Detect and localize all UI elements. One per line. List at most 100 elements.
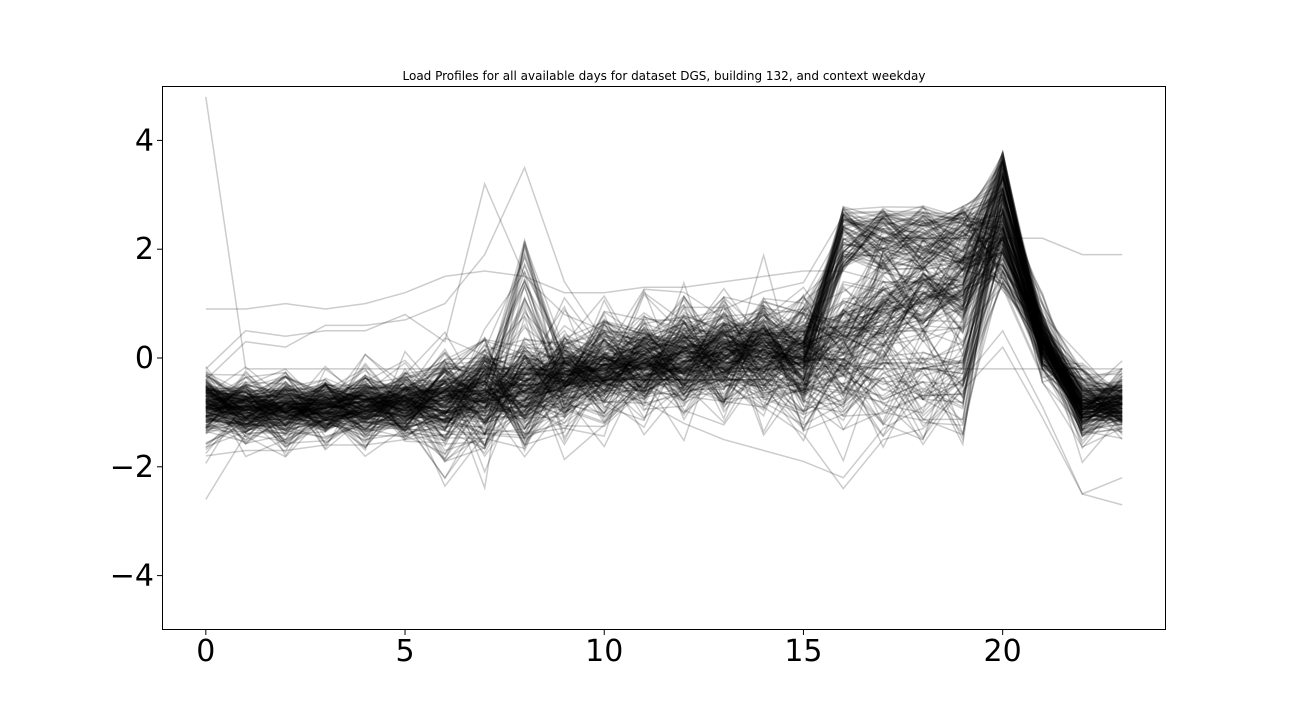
series-line [205,223,1123,438]
series-line [205,202,1123,463]
series-line [205,241,1123,423]
series-line [205,186,1123,439]
series-line [205,281,1123,431]
series-line [205,253,1123,427]
series-line [205,241,1123,462]
series-line [205,206,1123,414]
series-line [205,235,1123,433]
series-line [205,177,1123,441]
series-line [205,174,1123,442]
series-line [205,251,1123,450]
series-line [205,268,1123,430]
series-line [205,225,1123,439]
series-line [205,210,1123,491]
series-line [205,213,1123,463]
y-tick-label: −4 [110,559,154,594]
series-line [205,193,1123,438]
series-line [205,205,1123,447]
series-line [205,202,1123,411]
series-line [205,167,1123,443]
series-line [205,171,1123,418]
plot-area-frame [162,86,1166,630]
series-line [205,180,1123,421]
y-tick-label: 2 [135,232,154,267]
series-line [205,220,1123,434]
series-line [205,268,1123,448]
series-line [205,225,1123,426]
series-line [205,232,1123,426]
series-line [205,198,1123,422]
series-line [205,207,1123,448]
series-line [205,158,1123,416]
series-line [205,176,1123,442]
series-line [205,157,1123,421]
series-line [205,208,1123,432]
series-line [205,149,1123,426]
series-line [205,222,1123,461]
series-line [205,193,1123,435]
series-line [205,213,1123,446]
series-line [205,247,1123,423]
series-line [205,225,1123,458]
series-line [205,237,1123,414]
series-line [205,224,1123,434]
series-line [205,223,1123,424]
series-line [205,243,1123,427]
x-tick-label: 10 [585,634,623,669]
series-line [205,174,1123,420]
series-line [205,182,1123,437]
series-line [205,216,1123,421]
series-line [205,211,1123,435]
series-line [205,238,1123,415]
series-line [205,220,1123,464]
series-line [205,172,1123,421]
series-line [205,247,1123,428]
series-line [205,247,1123,458]
series-line [205,217,1123,458]
series-line [205,192,1123,433]
series-line [205,218,1123,418]
series-line [205,149,1123,425]
series-line [205,259,1123,446]
series-line [205,202,1123,461]
series-line [205,211,1123,426]
series-line [205,152,1123,431]
series-line [205,206,1123,435]
series-line [205,231,1123,431]
series-line [205,196,1123,427]
y-axis-ticks: −4 −2 0 2 4 [110,123,162,594]
series-line [205,170,1123,424]
series-line [205,255,1123,438]
series-line [205,186,1123,430]
series-line [205,267,1123,430]
series-line [205,213,1123,424]
series-line [205,263,1123,429]
series-line [205,186,1123,458]
series-line [205,218,1123,418]
series-line [205,150,1123,418]
x-tick-label: 0 [196,634,215,669]
series-line [205,154,1123,435]
series-line [205,183,1123,419]
series-line [205,149,1123,420]
y-tick-label: 4 [135,123,154,158]
series-line [205,189,1123,451]
series-line [205,212,1123,461]
series-line [205,216,1123,456]
series-line [205,158,1123,430]
series-line [205,170,1123,423]
series-line [205,242,1123,431]
series-line [205,155,1123,438]
series-line [205,248,1123,444]
series-line [205,164,1123,432]
series-line [205,209,1123,454]
series-line [205,171,1123,422]
series-line [205,234,1123,480]
series-line [205,205,1123,422]
x-tick-label: 15 [784,634,822,669]
series-line [205,187,1123,438]
series-line [205,235,1123,434]
series-line [205,232,1123,447]
